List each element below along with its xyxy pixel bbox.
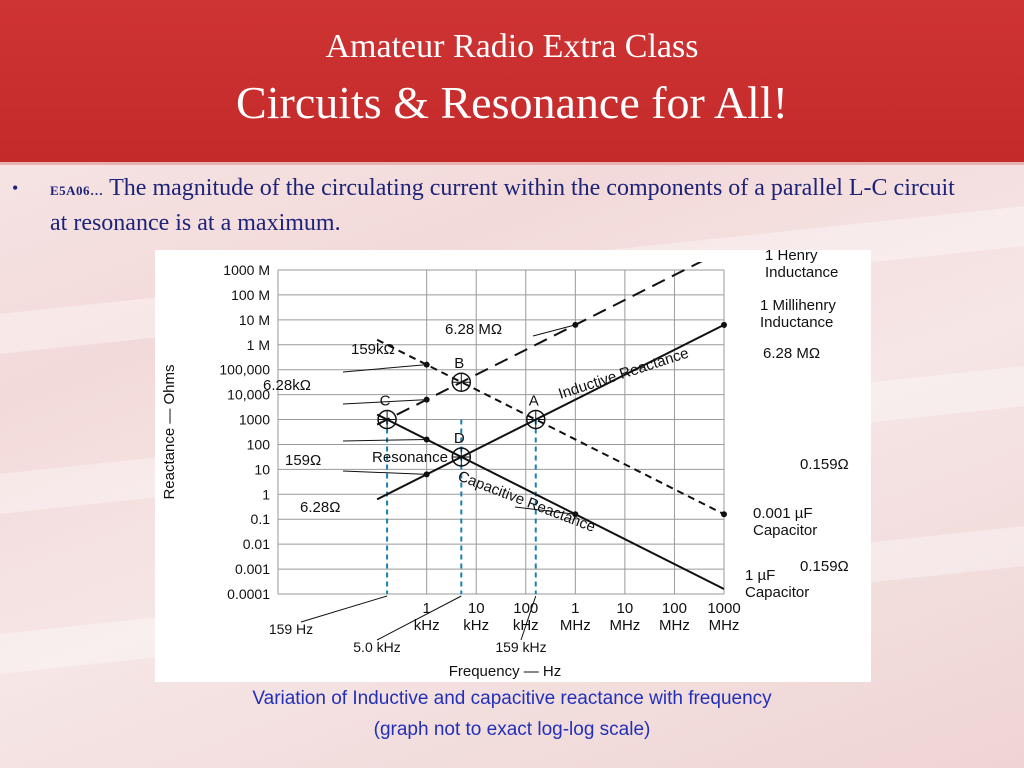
slide-header: Amateur Radio Extra Class Circuits & Res… [0,0,1024,165]
y-axis-label: Reactance — Ohms [161,364,178,499]
x-tick-label: 1 [422,600,430,617]
annotation-leader [514,506,576,515]
line-label: Inductive Reactance [556,345,691,403]
line-label: Resonance [372,449,448,466]
y-tick-label: 0.1 [251,511,271,527]
x-tick-label: MHz [609,617,640,634]
series-line [376,413,725,590]
x-tick-label: kHz [414,617,440,634]
series-line [376,323,725,501]
bullet-text: The magnitude of the circulating current… [50,175,955,236]
series-label: 0.001 µF [753,505,813,522]
caption-line-2: (graph not to exact log-log scale) [373,719,651,740]
annotation-label: 6.28 MΩ [445,321,502,338]
series-label: 1 µF [745,567,775,584]
line-label: Capacitive Reactance [455,468,597,536]
x-tick-label: 100 [662,600,687,617]
annotation-label: 159Ω [285,452,321,469]
annotation-leader [723,324,726,329]
annotation-leader [723,511,726,515]
annotation-label: 159kΩ [351,341,395,358]
annotation-label: 6.28kΩ [263,377,311,394]
x-tick-label: 10 [468,600,485,617]
annotation-leader [342,364,427,373]
annotation-leader [342,399,427,405]
series-label: Inductance [760,314,833,331]
y-tick-label: 1 M [247,337,270,353]
y-tick-label: 100 M [231,287,270,303]
annotation-label: 6.28Ω [300,499,340,516]
resonance-point-label: C [380,393,391,410]
y-tick-label: 100,000 [219,362,270,378]
caption-line-1: Variation of Inductive and capacitive re… [252,688,772,709]
y-tick-label: 10 M [239,312,270,328]
resonance-point-label: B [454,355,464,372]
annotation-leader [342,438,427,442]
resonance-marker-leader [376,595,462,641]
y-tick-label: 0.001 [235,561,270,577]
bullet-dot-icon: • [12,178,19,198]
y-tick-label: 0.01 [243,536,270,552]
resonance-marker-leader [520,595,537,641]
question-code: E5A06… [50,183,104,198]
annotation-dot [572,321,579,328]
x-tick-label: MHz [709,617,740,634]
y-tick-label: 1000 M [223,262,270,278]
x-tick-label: kHz [463,617,489,634]
y-tick-label: 100 [247,436,271,452]
y-tick-label: 10 [254,461,270,477]
annotation-label: 6.28 MΩ [763,345,820,362]
annotation-label: 0.159Ω [800,456,849,473]
y-tick-label: 1000 [239,412,270,428]
x-tick-label: 100 [513,600,538,617]
series-label: Capacitor [753,522,817,539]
series-label: 1 Henry [765,250,818,264]
series-label: Inductance [765,264,838,281]
annotation-dot [423,471,430,478]
x-tick-label: 1000 [707,600,740,617]
x-tick-label: MHz [659,617,690,634]
x-tick-label: 1 [571,600,579,617]
x-tick-label: 10 [617,600,634,617]
x-axis-label: Frequency — Hz [449,663,562,680]
x-tick-label: MHz [560,617,591,634]
resonance-marker-label: 159 Hz [269,621,313,637]
series-line [376,338,725,516]
annotation-leader [532,324,576,337]
resonance-point-label: D [454,430,465,447]
resonance-marker-label: 159 kHz [495,639,546,655]
resonance-point-label: A [529,393,539,410]
annotation-label: 0.159Ω [800,558,849,575]
bullet-point: • E5A06… The magnitude of the circulatin… [12,172,970,240]
y-tick-label: 10,000 [227,387,270,403]
resonance-marker-leader [300,595,388,623]
annotation-leader [342,470,427,475]
series-label: 1 Millihenry [760,297,836,314]
y-tick-label: 0.0001 [227,586,270,602]
series-label: Capacitor [745,584,809,601]
slide-subtitle: Amateur Radio Extra Class [325,28,699,65]
resonance-marker-label: 5.0 kHz [353,639,400,655]
annotation-dot [572,511,579,518]
y-tick-label: 1 [262,486,270,502]
slide-title: Circuits & Resonance for All! [236,77,788,128]
